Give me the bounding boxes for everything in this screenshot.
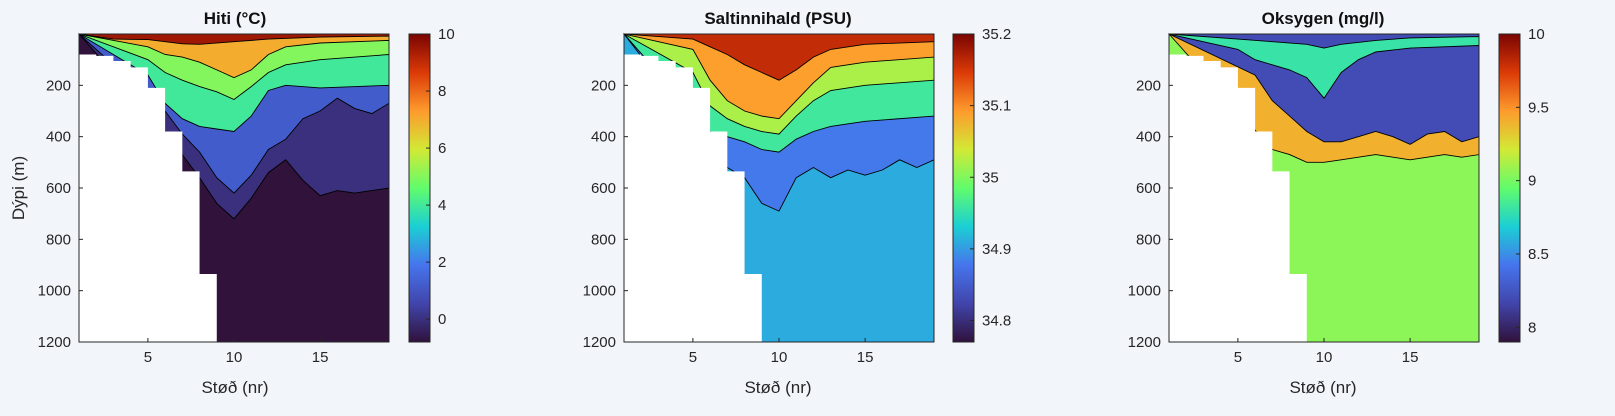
y-tick-label: 600 [591,180,616,197]
plot-area: 5 10 15 200 400 600 800 1000 1200 [1128,32,1480,366]
colorbar-tick-label: 6 [438,140,446,157]
y-tick-label: 400 [46,129,71,146]
colorbar: 34.8 34.9 35 35.1 35.2 [952,26,1011,343]
colorbar-tick-label: 9.5 [1528,99,1549,116]
y-tick-label: 1200 [38,334,71,351]
seabed-mask [1169,54,1479,343]
x-axis-label: Støð (nr) [744,378,811,397]
x-tick-label: 15 [1402,349,1419,366]
colorbar-gradient [1498,33,1521,343]
chart-panel-salinity: Saltinnihald (PSU) 5 10 15 200 400 600 800 1000… [583,9,1012,397]
y-tick-label: 800 [591,231,616,248]
y-tick-label: 1200 [1128,334,1161,351]
y-tick-label: 400 [1136,129,1161,146]
plot-area: 5 10 15 200 400 600 800 1000 1200 [583,32,935,366]
colorbar-tick-label: 35 [982,169,999,186]
seabed-mask [79,54,389,343]
y-tick-label: 600 [46,180,71,197]
x-tick-label: 10 [1316,349,1333,366]
colorbar-tick-label: 2 [438,254,446,271]
colorbar-tick-label: 34.8 [982,313,1011,330]
plot-area: 5 10 15 200 400 600 800 1000 1200 [38,32,390,366]
colorbar-tick-label: 10 [438,26,455,43]
colorbar: 0 2 4 6 8 10 [408,26,455,343]
x-tick-label: 15 [857,349,874,366]
colorbar: 8 8.5 9 9.5 10 [1498,26,1549,343]
y-tick-label: 1000 [1128,283,1161,300]
colorbar-tick-label: 10 [1528,26,1545,43]
chart-title: Hiti (°C) [204,9,267,28]
x-axis-label: Støð (nr) [1289,378,1356,397]
y-tick-label: 600 [1136,180,1161,197]
y-tick-label: 200 [1136,77,1161,94]
colorbar-tick-label: 8.5 [1528,246,1549,263]
chart-panel-temperature: Hiti (°C) 5 10 15 200 400 600 800 1000 1200 Støð… [38,9,455,397]
y-tick-label: 1200 [583,334,616,351]
colorbar-tick-label: 35.2 [982,26,1011,43]
x-tick-label: 5 [1234,349,1242,366]
y-tick-label: 200 [591,77,616,94]
y-tick-label: 400 [591,129,616,146]
y-tick-label: 1000 [38,283,71,300]
colorbar-tick-label: 34.9 [982,241,1011,258]
colorbar-tick-label: 9 [1528,173,1536,190]
x-tick-label: 10 [226,349,243,366]
colorbar-tick-label: 0 [438,311,446,328]
x-axis-label: Støð (nr) [201,378,268,397]
y-tick-label: 800 [1136,231,1161,248]
figure-ylabel: Dýpi (m) [9,156,28,220]
x-tick-label: 5 [144,349,152,366]
colorbar-tick-label: 35.1 [982,98,1011,115]
chart-title: Oksygen (mg/l) [1262,9,1385,28]
colorbar-tick-label: 4 [438,197,446,214]
colorbar-gradient [952,33,975,343]
y-tick-label: 1000 [583,283,616,300]
chart-title: Saltinnihald (PSU) [704,9,851,28]
x-tick-label: 5 [689,349,697,366]
colorbar-gradient [408,33,431,343]
seabed-mask [624,54,934,343]
chart-panel-oxygen: Oksygen (mg/l) 5 10 15 200 400 600 800 1000 1200… [1128,9,1549,397]
y-tick-label: 800 [46,231,71,248]
x-tick-label: 10 [771,349,788,366]
x-tick-label: 15 [312,349,329,366]
colorbar-tick-label: 8 [1528,319,1536,336]
colorbar-tick-label: 8 [438,83,446,100]
y-tick-label: 200 [46,77,71,94]
